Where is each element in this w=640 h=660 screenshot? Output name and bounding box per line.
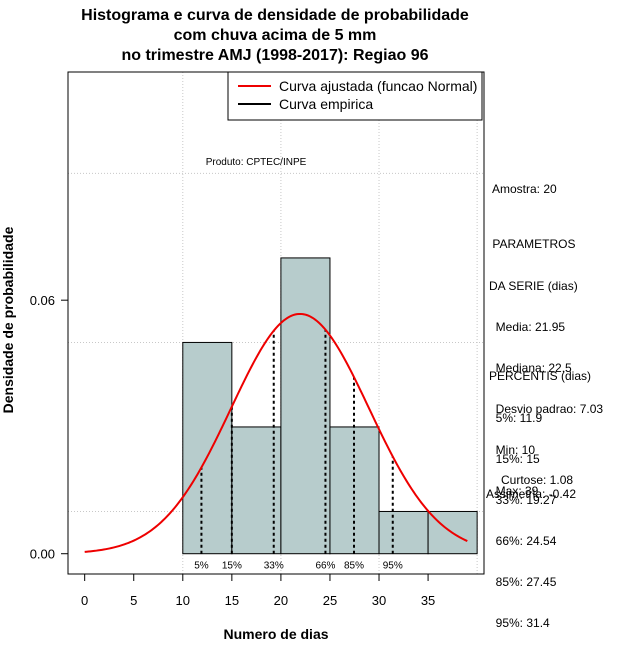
histogram-bar-3 bbox=[280, 257, 331, 555]
x-axis-title: Numero de dias bbox=[223, 626, 328, 642]
histogram-bar-5 bbox=[378, 510, 429, 555]
x-tick-label: 20 bbox=[274, 593, 288, 608]
series-parameters: PARAMETROS DA SERIE (dias) Media: 21.95 … bbox=[489, 211, 603, 512]
param-line: Min: 10 bbox=[489, 442, 536, 457]
percentiles-list: PERCENTIS (dias) 5%: 11.9 15%: 15 33%: 1… bbox=[489, 343, 591, 644]
param-line: DA SERIE (dias) bbox=[489, 278, 578, 293]
legend-box bbox=[227, 71, 483, 121]
kurtosis: Curtose: 1.08 bbox=[501, 473, 574, 487]
histogram-bar-4 bbox=[329, 426, 380, 555]
histogram-bar-1 bbox=[182, 341, 233, 555]
percentile-line: 5%: 11.9 bbox=[489, 410, 543, 425]
title-line-3: no trimestre AMJ (1998-2017): Regiao 96 bbox=[121, 47, 429, 64]
param-line: Desvio padrao: 7.03 bbox=[489, 401, 604, 416]
percentile-label: 33% bbox=[264, 561, 284, 572]
title-line-1: Histograma e curva de densidade de proba… bbox=[81, 7, 469, 24]
percentile-line: 66%: 24.54 bbox=[489, 533, 557, 548]
legend-label-empirical: Curva empirica bbox=[279, 96, 373, 112]
percentile-label: 85% bbox=[344, 561, 364, 572]
x-tick-label: 0 bbox=[81, 593, 88, 608]
percentile-label: 66% bbox=[315, 561, 335, 572]
y-tick-label: 0.06 bbox=[30, 293, 55, 308]
percentile-line: 85%: 27.45 bbox=[489, 574, 557, 589]
product-annotation: Produto: CPTEC/INPE bbox=[206, 157, 307, 168]
percentile-line: 33%: 19.27 bbox=[489, 492, 557, 507]
curve-layer bbox=[84, 312, 468, 553]
x-tick-label: 25 bbox=[323, 593, 337, 608]
normal-fit-curve bbox=[84, 312, 468, 553]
percentile-line: PERCENTIS (dias) bbox=[489, 369, 592, 384]
percentile-line: 95%: 31.4 bbox=[489, 616, 550, 631]
legend: Curva ajustada (funcao Normal) Curva emp… bbox=[227, 71, 483, 121]
y-axis-title: Densidade de probabilidade bbox=[0, 226, 16, 413]
chart-title: Histograma e curva de densidade de proba… bbox=[0, 6, 550, 66]
title-line-2: com chuva acima de 5 mm bbox=[173, 27, 377, 44]
x-tick-label: 35 bbox=[421, 593, 435, 608]
histogram-bar-2 bbox=[231, 426, 282, 555]
skewness: Assimetria: -0.42 bbox=[486, 487, 577, 501]
param-line: PARAMETROS bbox=[489, 237, 576, 252]
percentile-line: 15%: 15 bbox=[489, 451, 540, 466]
bar-layer bbox=[182, 257, 478, 555]
x-tick-label: 30 bbox=[372, 593, 386, 608]
percentile-layer: 5% 15% 33% 66% 85% 95% bbox=[194, 329, 403, 572]
x-tick-label: 5 bbox=[130, 593, 137, 608]
percentile-label: 15% bbox=[222, 561, 242, 572]
x-tick-label: 10 bbox=[176, 593, 190, 608]
sample-size: Amostra: 20 bbox=[492, 182, 557, 196]
percentile-label: 5% bbox=[194, 561, 209, 572]
param-line: Mediana: 22.5 bbox=[489, 360, 572, 375]
axis-layer: 0 5 10 15 20 25 30 35 0.00 0.06 bbox=[30, 293, 436, 608]
param-line: Max: 39 bbox=[489, 484, 539, 499]
percentile-label: 95% bbox=[383, 561, 403, 572]
legend-label-fitted: Curva ajustada (funcao Normal) bbox=[279, 78, 477, 94]
y-tick-label: 0.00 bbox=[30, 547, 55, 562]
x-tick-label: 15 bbox=[225, 593, 239, 608]
param-line: Media: 21.95 bbox=[489, 319, 566, 334]
